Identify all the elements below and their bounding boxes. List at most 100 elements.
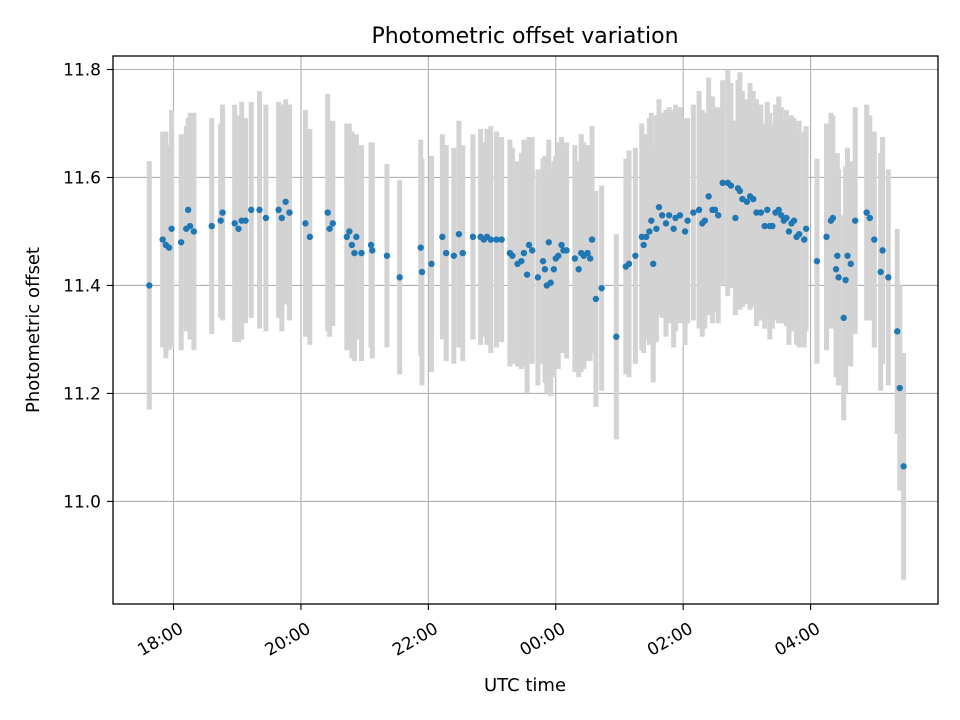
- data-point: [727, 182, 735, 189]
- data-point: [518, 257, 525, 265]
- data-point: [753, 209, 760, 216]
- y-axis-label: Photometric offset: [23, 247, 44, 413]
- data-points: [146, 179, 907, 470]
- data-point: [783, 214, 790, 222]
- data-point: [835, 274, 842, 281]
- data-point: [662, 220, 670, 227]
- data-point: [638, 233, 645, 241]
- data-point: [584, 249, 591, 257]
- data-point: [650, 260, 657, 268]
- data-point: [450, 252, 458, 259]
- data-point: [885, 274, 892, 281]
- data-point: [625, 260, 633, 268]
- data-point: [417, 244, 424, 251]
- data-point: [844, 252, 851, 259]
- data-point: [428, 260, 435, 268]
- data-point: [348, 241, 356, 249]
- data-point: [545, 239, 552, 246]
- data-point: [217, 217, 224, 224]
- data-point: [665, 212, 673, 219]
- data-point: [681, 228, 689, 235]
- data-point: [208, 222, 215, 230]
- data-point: [695, 206, 703, 214]
- x-axis: 18:00 20:00 22:00 00:00 02:00 04:00: [134, 604, 824, 661]
- data-point: [613, 333, 620, 340]
- data-point: [326, 225, 333, 232]
- data-point: [383, 252, 391, 259]
- data-point: [653, 225, 660, 232]
- data-point: [795, 230, 803, 238]
- data-point: [586, 255, 594, 262]
- data-point: [866, 214, 874, 222]
- data-point: [690, 209, 697, 216]
- data-point: [775, 206, 782, 214]
- data-point: [278, 214, 286, 222]
- data-point: [235, 225, 242, 232]
- x-tick-label: 00:00: [517, 619, 569, 661]
- data-point: [658, 212, 666, 219]
- data-point: [643, 233, 650, 241]
- data-point: [900, 463, 907, 470]
- data-point: [736, 187, 744, 195]
- data-point: [640, 241, 647, 249]
- data-point: [306, 233, 314, 241]
- data-point: [455, 230, 463, 238]
- data-point: [550, 266, 558, 273]
- data-point: [743, 198, 751, 205]
- data-point: [894, 328, 901, 335]
- data-point: [539, 257, 547, 265]
- data-point: [555, 252, 562, 259]
- data-point: [159, 236, 166, 243]
- data-point: [829, 214, 837, 222]
- data-point: [353, 233, 360, 241]
- x-axis-label: UTC time: [484, 675, 566, 696]
- data-point: [369, 247, 376, 254]
- data-point: [769, 222, 776, 230]
- chart-title: Photometric offset variation: [371, 24, 678, 49]
- data-point: [493, 236, 500, 243]
- data-point: [676, 212, 684, 219]
- data-point: [418, 268, 426, 276]
- data-point: [863, 209, 870, 216]
- data-point: [343, 233, 351, 241]
- y-tick-label: 11.4: [63, 276, 101, 296]
- data-point: [823, 233, 830, 241]
- data-point: [459, 249, 466, 257]
- data-point: [275, 206, 282, 214]
- data-point: [801, 236, 808, 243]
- data-point: [764, 206, 771, 214]
- data-point: [778, 212, 785, 219]
- data-point: [547, 279, 554, 286]
- plot-frame: [112, 55, 939, 605]
- data-point: [439, 233, 446, 241]
- data-point: [509, 252, 516, 259]
- data-point: [719, 179, 726, 187]
- data-point: [351, 249, 358, 257]
- data-point: [757, 209, 765, 216]
- data-point: [670, 225, 677, 232]
- data-point: [646, 228, 653, 235]
- data-point: [598, 284, 605, 292]
- data-point: [396, 274, 403, 281]
- data-point: [262, 214, 270, 222]
- data-point: [358, 249, 365, 257]
- data-point: [487, 236, 494, 243]
- data-point: [802, 225, 810, 232]
- data-point: [528, 247, 536, 254]
- data-point: [324, 209, 331, 216]
- data-point: [896, 384, 903, 392]
- data-point: [684, 217, 691, 224]
- data-point: [367, 241, 375, 249]
- data-point: [520, 249, 528, 257]
- data-point: [442, 249, 450, 257]
- data-point: [648, 217, 655, 224]
- data-point: [785, 228, 793, 235]
- data-point: [711, 206, 719, 214]
- data-point: [842, 276, 849, 284]
- data-point: [701, 217, 709, 224]
- data-point: [248, 206, 255, 214]
- y-tick-label: 11.2: [63, 384, 101, 404]
- data-point: [715, 212, 722, 219]
- data-point: [525, 241, 533, 249]
- data-point: [705, 193, 712, 200]
